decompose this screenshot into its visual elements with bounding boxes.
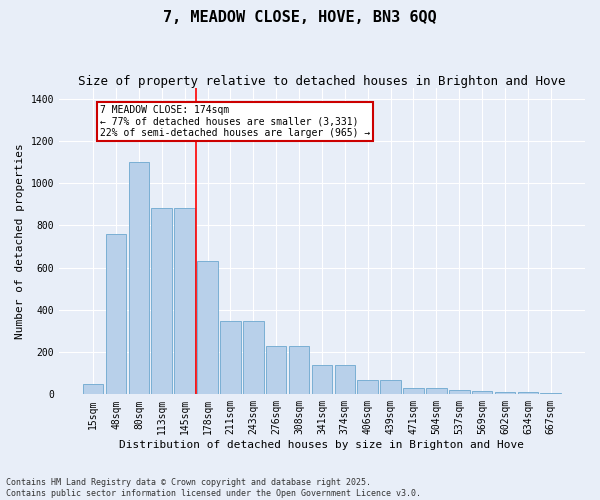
Bar <box>128 162 149 394</box>
Title: Size of property relative to detached houses in Brighton and Hove: Size of property relative to detached ho… <box>78 75 566 88</box>
Bar <box>518 392 538 394</box>
Bar <box>426 388 446 394</box>
Bar <box>151 208 172 394</box>
Bar <box>266 346 286 395</box>
Bar <box>83 384 103 394</box>
Text: 7 MEADOW CLOSE: 174sqm
← 77% of detached houses are smaller (3,331)
22% of semi-: 7 MEADOW CLOSE: 174sqm ← 77% of detached… <box>100 105 370 138</box>
Bar <box>403 388 424 394</box>
Bar <box>197 261 218 394</box>
Bar <box>220 322 241 394</box>
Bar <box>380 380 401 394</box>
Bar <box>106 234 127 394</box>
Y-axis label: Number of detached properties: Number of detached properties <box>15 144 25 339</box>
Bar <box>358 380 378 394</box>
Bar <box>175 208 195 394</box>
Bar <box>311 365 332 394</box>
Bar <box>495 392 515 394</box>
Bar <box>449 390 470 394</box>
Bar <box>335 365 355 394</box>
Text: 7, MEADOW CLOSE, HOVE, BN3 6QQ: 7, MEADOW CLOSE, HOVE, BN3 6QQ <box>163 10 437 25</box>
X-axis label: Distribution of detached houses by size in Brighton and Hove: Distribution of detached houses by size … <box>119 440 524 450</box>
Text: Contains HM Land Registry data © Crown copyright and database right 2025.
Contai: Contains HM Land Registry data © Crown c… <box>6 478 421 498</box>
Bar <box>243 322 263 394</box>
Bar <box>289 346 310 395</box>
Bar <box>472 391 493 394</box>
